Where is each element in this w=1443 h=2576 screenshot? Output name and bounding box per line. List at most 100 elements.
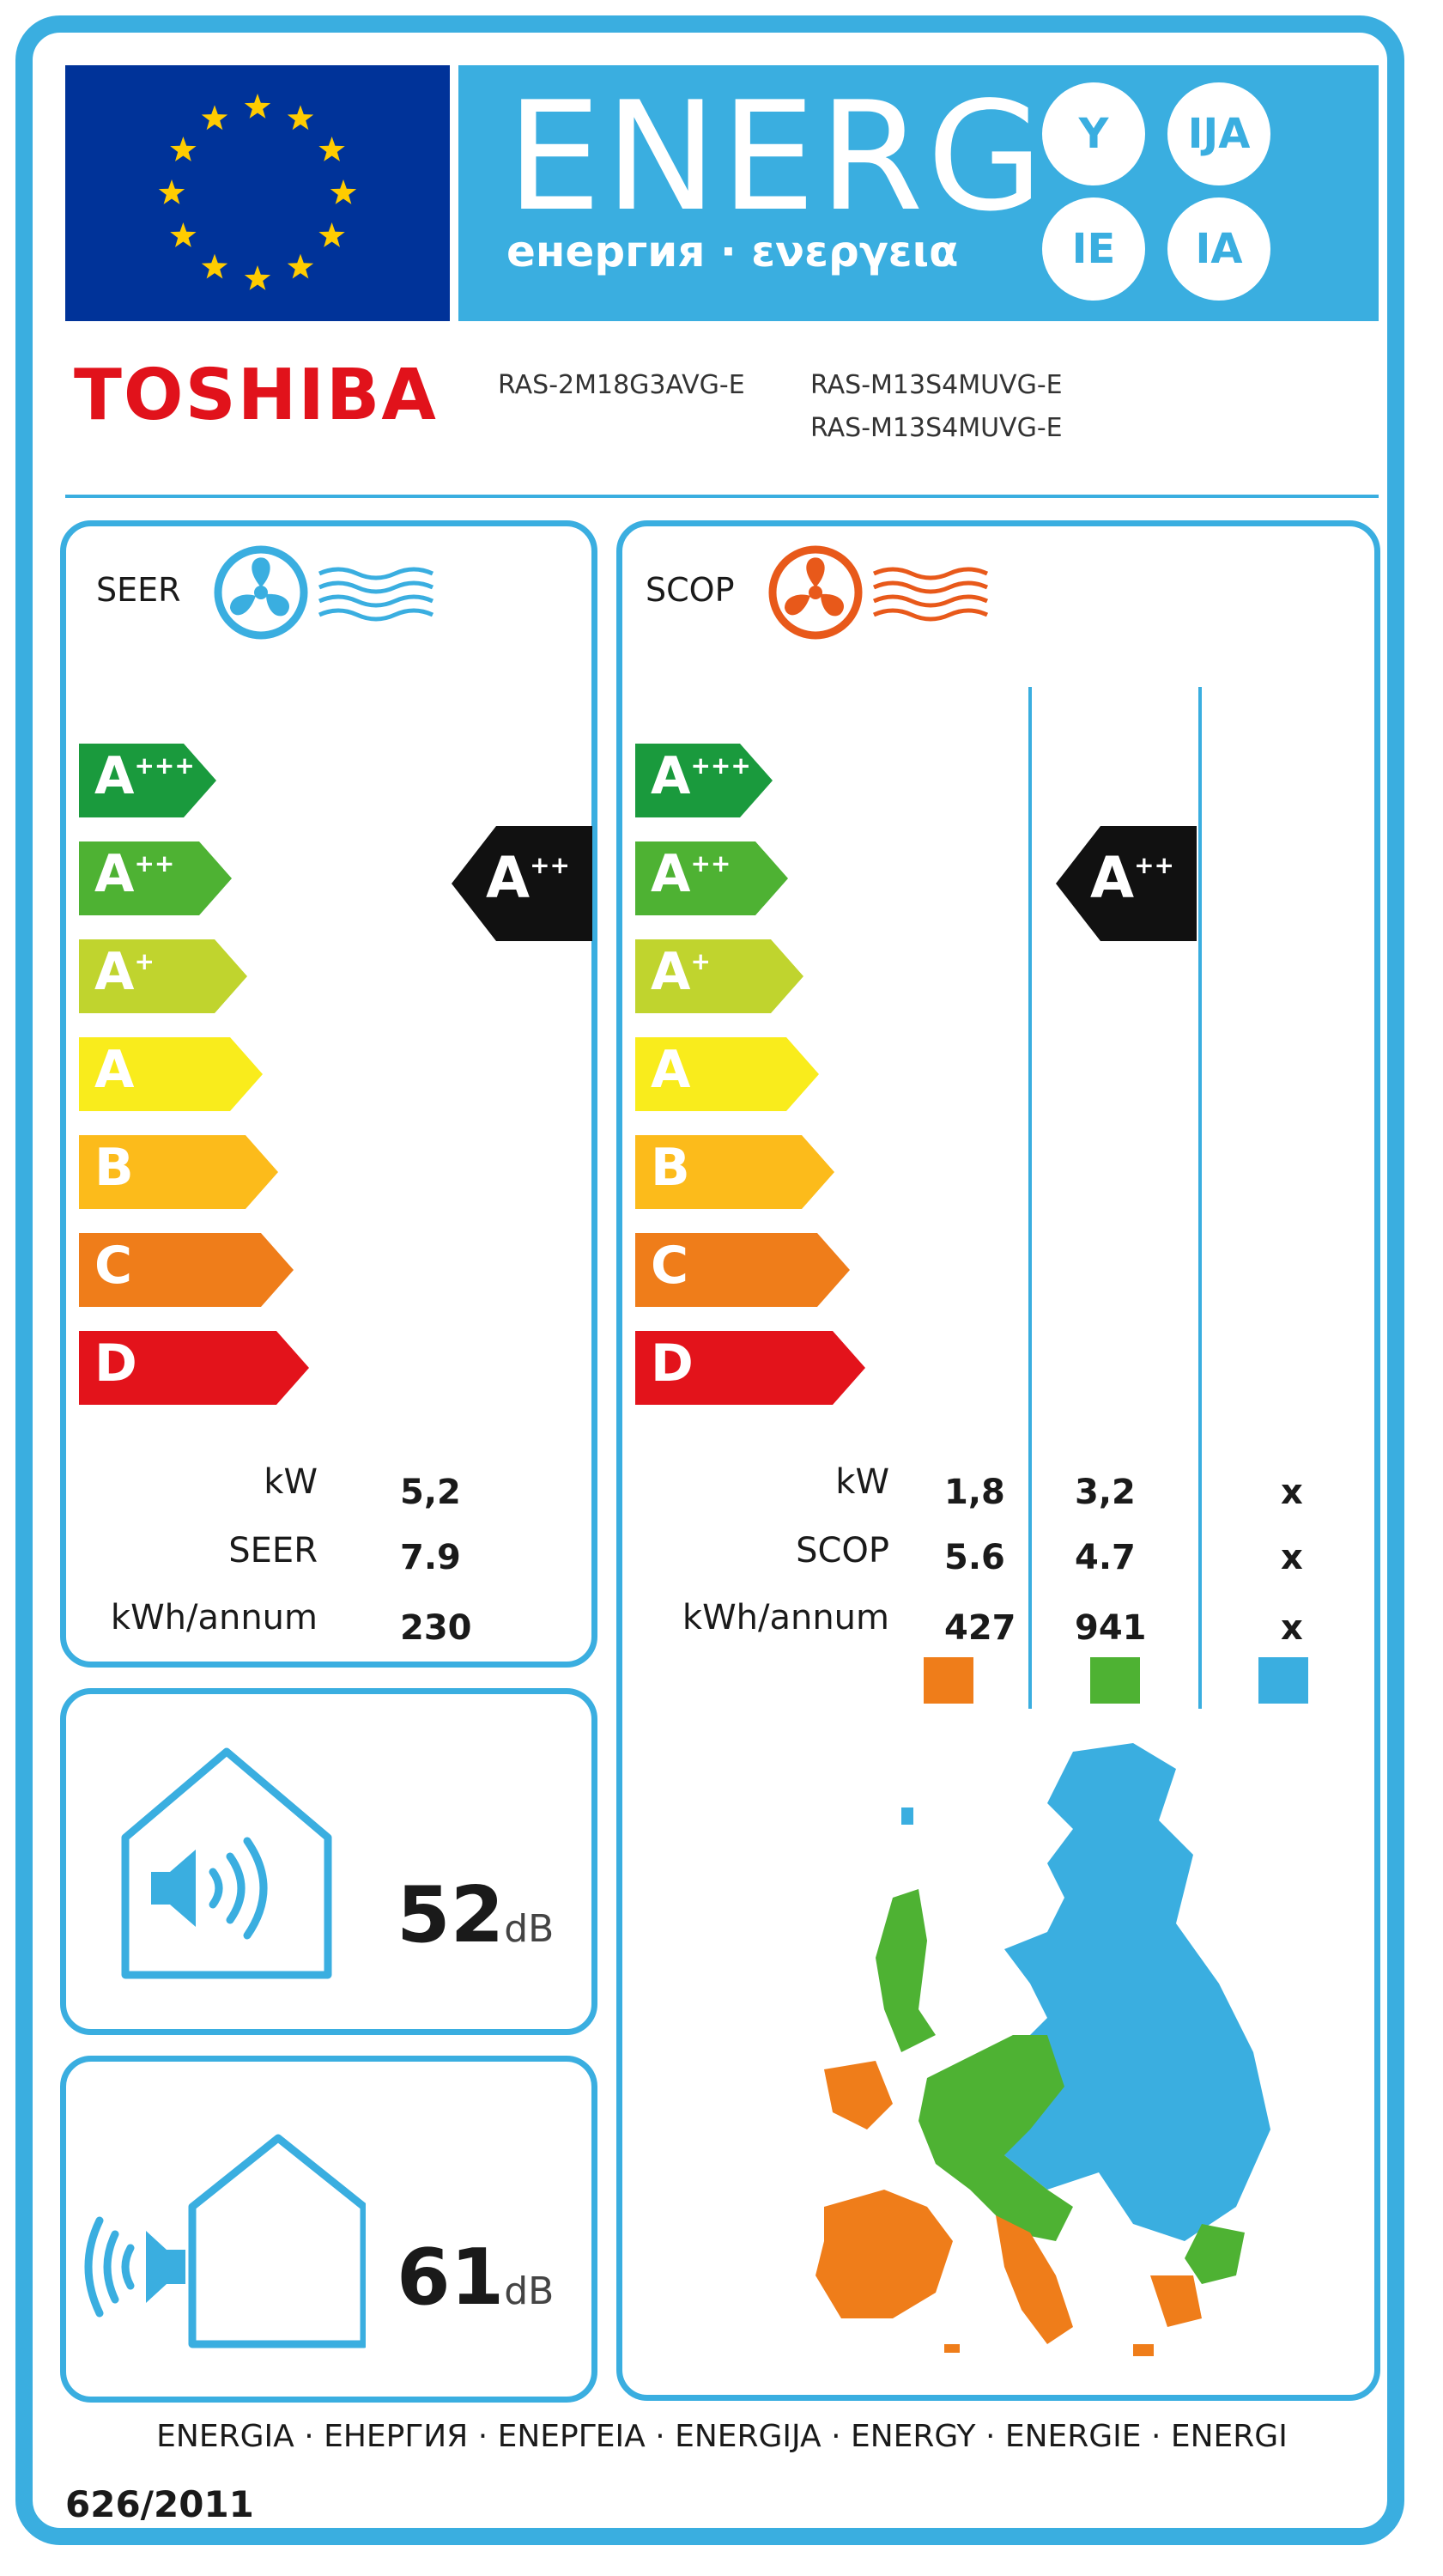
scop-value-annual-average: 941 bbox=[1075, 1608, 1147, 1648]
scop-value-scop-warmer: 5.6 bbox=[944, 1538, 1005, 1577]
class-label: C bbox=[94, 1236, 133, 1296]
class-arrow-shape bbox=[79, 1233, 294, 1307]
zone-swatch-average bbox=[1090, 1657, 1140, 1704]
outdoor-noise-number: 61 bbox=[397, 2233, 505, 2323]
outdoor-noise-value: 61dB bbox=[397, 2239, 554, 2317]
class-arrow-shape bbox=[635, 841, 788, 915]
eu-star-icon bbox=[201, 253, 228, 279]
scop-class-4: A bbox=[635, 1037, 819, 1111]
indoor-noise-unit: dB bbox=[504, 1907, 555, 1951]
scop-title: SCOP bbox=[646, 571, 735, 609]
eu-star-icon bbox=[170, 222, 197, 247]
language-suffix-y: Y bbox=[1042, 82, 1145, 185]
class-arrow-shape bbox=[635, 939, 803, 1013]
scop-class-1: A+++ bbox=[635, 744, 773, 817]
outdoor-model: RAS-2M18G3AVG-E bbox=[498, 370, 745, 400]
class-label: B bbox=[94, 1138, 134, 1198]
class-label: A+ bbox=[651, 942, 711, 1002]
scop-class-6: C bbox=[635, 1233, 850, 1307]
heating-fan-icon bbox=[768, 545, 989, 640]
zone-divider bbox=[1028, 687, 1032, 1709]
seer-panel bbox=[60, 520, 597, 1668]
seer-value-kw: 5,2 bbox=[400, 1473, 461, 1512]
scop-value-annual-warmer: 427 bbox=[944, 1608, 1016, 1648]
seer-class-5: B bbox=[79, 1135, 278, 1209]
seer-title: SEER bbox=[96, 571, 181, 609]
class-arrow-shape bbox=[79, 1135, 278, 1209]
seer-class-3: A+ bbox=[79, 939, 247, 1013]
seer-value-annual: 230 bbox=[400, 1608, 472, 1648]
language-suffix-ija: IJA bbox=[1167, 82, 1270, 185]
indoor-noise-number: 52 bbox=[397, 1870, 505, 1960]
eu-star-icon bbox=[158, 179, 185, 204]
eu-stars-icon bbox=[158, 94, 357, 290]
language-suffix-ie: IE bbox=[1042, 197, 1145, 301]
seer-label-kw: kW bbox=[264, 1462, 318, 1502]
class-arrow-shape bbox=[635, 1135, 834, 1209]
seer-class-7: D bbox=[79, 1331, 309, 1405]
class-label: A+++ bbox=[651, 746, 751, 806]
seer-class-2: A++ bbox=[79, 841, 232, 915]
class-arrow-shape bbox=[79, 1331, 309, 1405]
seer-label-seer: SEER bbox=[228, 1531, 318, 1571]
class-label: A++ bbox=[94, 844, 175, 904]
outdoor-noise-icon bbox=[84, 2134, 366, 2348]
scop-rating-letter: A++ bbox=[1090, 845, 1175, 911]
zone-swatch-warmer bbox=[924, 1657, 973, 1704]
eu-star-icon bbox=[318, 222, 345, 247]
footer-languages: ENERGIA · ЕНЕРГИЯ · ΕΝΕΡΓΕΙΑ · ENERGIJA … bbox=[156, 2419, 1288, 2454]
indoor-noise-panel bbox=[60, 1688, 597, 2035]
rating-arrow-shape bbox=[452, 826, 592, 941]
indoor-noise-icon bbox=[121, 1747, 332, 1979]
zone-swatch-colder bbox=[1258, 1657, 1308, 1704]
eu-star-icon bbox=[287, 253, 314, 279]
label-frame bbox=[15, 15, 1404, 2545]
class-arrow-shape bbox=[79, 744, 216, 817]
outdoor-noise-panel bbox=[60, 2056, 597, 2403]
scop-panel bbox=[616, 520, 1380, 2401]
seer-class-4: A bbox=[79, 1037, 263, 1111]
cooling-fan-icon bbox=[214, 545, 434, 640]
eu-star-icon bbox=[170, 137, 197, 161]
eu-star-icon bbox=[330, 179, 357, 204]
regulation-number: 626/2011 bbox=[65, 2483, 254, 2525]
class-label: D bbox=[94, 1334, 137, 1394]
seer-rating-letter: A++ bbox=[486, 845, 571, 911]
scop-class-7: D bbox=[635, 1331, 865, 1405]
europe-climate-map bbox=[815, 1743, 1270, 2356]
class-arrow-shape bbox=[635, 1037, 819, 1111]
scop-value-annual-colder: x bbox=[1281, 1608, 1303, 1648]
seer-label-annual: kWh/annum bbox=[110, 1598, 318, 1637]
eu-star-icon bbox=[244, 265, 271, 290]
indoor-model: RAS-M13S4MUVG-E bbox=[810, 370, 1063, 400]
energy-subtitle: енергия · ενεργεια bbox=[506, 227, 959, 276]
scop-value-kw-average: 3,2 bbox=[1075, 1473, 1136, 1512]
class-label: B bbox=[651, 1138, 690, 1198]
seer-class-1: A+++ bbox=[79, 744, 216, 817]
seer-rating-arrow: A++ bbox=[452, 826, 592, 941]
class-arrow-shape bbox=[79, 841, 232, 915]
divider bbox=[65, 495, 1379, 498]
class-arrow-shape bbox=[79, 939, 247, 1013]
zone-divider bbox=[1198, 687, 1202, 1709]
indoor-model: RAS-M13S4MUVG-E bbox=[810, 413, 1063, 443]
language-suffix-ia: IA bbox=[1167, 197, 1270, 301]
outdoor-noise-unit: dB bbox=[504, 2269, 555, 2313]
class-label: C bbox=[651, 1236, 689, 1296]
scop-class-3: A+ bbox=[635, 939, 803, 1013]
class-arrow-shape bbox=[635, 744, 773, 817]
scop-value-kw-colder: x bbox=[1281, 1473, 1303, 1512]
rating-arrow-shape bbox=[1056, 826, 1197, 941]
scop-value-kw-warmer: 1,8 bbox=[944, 1473, 1005, 1512]
scop-rating-arrow: A++ bbox=[1056, 826, 1197, 941]
eu-star-icon bbox=[318, 137, 345, 161]
eu-star-icon bbox=[244, 94, 271, 118]
eu-star-icon bbox=[287, 105, 314, 131]
class-label: A+++ bbox=[94, 746, 195, 806]
class-label: A bbox=[94, 1040, 135, 1100]
scop-class-5: B bbox=[635, 1135, 834, 1209]
seer-value-seer: 7.9 bbox=[400, 1538, 461, 1577]
scop-label-kw: kW bbox=[835, 1462, 889, 1502]
class-label: A bbox=[651, 1040, 691, 1100]
energy-word: ENERG bbox=[506, 70, 1047, 245]
